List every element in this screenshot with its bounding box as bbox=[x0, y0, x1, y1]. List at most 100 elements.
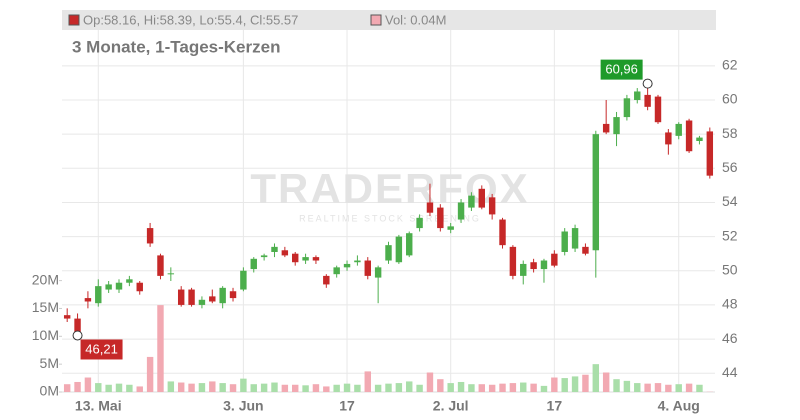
candle-body bbox=[209, 296, 216, 302]
candle-body bbox=[374, 267, 382, 278]
candle-body bbox=[634, 91, 641, 101]
candle-body bbox=[685, 120, 693, 152]
high-label-box bbox=[600, 59, 643, 80]
candle-body bbox=[343, 263, 351, 268]
volume-bar bbox=[136, 386, 143, 392]
y-tick-label: 44 bbox=[722, 364, 738, 380]
volume-bar bbox=[271, 382, 278, 392]
candle-body bbox=[281, 250, 289, 256]
candle-body bbox=[426, 202, 434, 213]
y-tick-label: 56 bbox=[722, 159, 738, 175]
candle-body bbox=[312, 257, 320, 261]
volume-bar bbox=[354, 384, 361, 392]
volume-bar bbox=[530, 383, 537, 392]
volume-bar bbox=[447, 383, 454, 392]
candle-body bbox=[177, 289, 185, 305]
candle-body bbox=[323, 275, 330, 285]
volume-bar bbox=[395, 383, 403, 392]
watermark-subtitle: REALTIME STOCK SCREENING bbox=[299, 213, 481, 223]
candle-body bbox=[437, 207, 444, 229]
volume-bar bbox=[634, 383, 641, 392]
y-tick-label: 62 bbox=[722, 57, 738, 73]
volume-bar bbox=[333, 384, 340, 392]
high-label: 60,96 bbox=[605, 62, 638, 77]
volume-legend: Vol: 0.04M bbox=[385, 12, 446, 27]
candle-body bbox=[84, 298, 92, 302]
candle-body bbox=[509, 246, 517, 276]
legend-bar bbox=[62, 10, 716, 30]
volume-bar bbox=[416, 384, 423, 392]
candle-body bbox=[447, 226, 454, 230]
high-marker bbox=[642, 78, 653, 89]
volume-bar bbox=[665, 384, 672, 392]
volume-bar bbox=[437, 379, 444, 392]
volume-bar bbox=[302, 385, 309, 392]
candle-body bbox=[457, 202, 465, 220]
volume-bar bbox=[364, 371, 371, 392]
x-tick-label: 3. Jun bbox=[223, 398, 263, 414]
volume-bar bbox=[281, 384, 289, 392]
candle-body bbox=[167, 273, 175, 275]
volume-bar bbox=[582, 374, 589, 392]
volume-bar bbox=[323, 386, 330, 392]
volume-bar bbox=[696, 384, 703, 392]
volume-bar bbox=[385, 383, 392, 392]
y2-tick-label: 20M bbox=[32, 271, 59, 287]
volume-bar bbox=[105, 384, 112, 392]
candle-body bbox=[146, 228, 154, 244]
candle-body bbox=[395, 236, 403, 263]
y-tick-label: 52 bbox=[722, 227, 738, 243]
volume-bar bbox=[457, 381, 465, 392]
candle-body bbox=[520, 263, 527, 276]
volume-bar bbox=[115, 383, 123, 392]
candle-body bbox=[488, 197, 496, 215]
candle-body bbox=[364, 260, 371, 276]
volume-bar bbox=[167, 381, 175, 392]
y-tick-label: 58 bbox=[722, 125, 738, 141]
candle-body bbox=[302, 257, 309, 261]
candle-body bbox=[675, 123, 682, 136]
watermark: TRADERFOX bbox=[250, 165, 529, 212]
volume-bar bbox=[63, 384, 71, 392]
candle-body bbox=[126, 279, 133, 283]
candle-body bbox=[63, 315, 71, 319]
volume-bar bbox=[592, 364, 600, 392]
volume-bar bbox=[406, 381, 413, 392]
volume-bar bbox=[613, 379, 620, 392]
x-tick-label: 13. Mai bbox=[75, 398, 122, 414]
volume-bar bbox=[240, 378, 247, 392]
y-tick-label: 60 bbox=[722, 91, 738, 107]
candle-body bbox=[478, 188, 485, 208]
low-label: 46,21 bbox=[85, 341, 118, 356]
candle-body bbox=[623, 98, 631, 118]
candle-body bbox=[561, 231, 568, 252]
candle-body bbox=[571, 228, 579, 249]
volume-bar bbox=[374, 384, 382, 392]
ohlc-legend: Op:58.16, Hi:58.39, Lo:55.4, Cl:55.57 bbox=[83, 12, 298, 27]
volume-bar bbox=[685, 383, 693, 392]
volume-bar bbox=[74, 381, 81, 392]
volume-bar bbox=[312, 384, 320, 392]
candle-body bbox=[115, 282, 123, 290]
low-marker bbox=[72, 330, 83, 341]
candle-body bbox=[696, 137, 703, 141]
volume-bar bbox=[520, 382, 527, 392]
y2-tick-label: 0M bbox=[40, 383, 59, 399]
volume-bar bbox=[509, 383, 517, 392]
candle-body bbox=[198, 299, 206, 305]
candle-body bbox=[540, 260, 548, 270]
candle-body bbox=[416, 217, 423, 229]
volume-bar bbox=[84, 377, 92, 392]
volume-bar bbox=[219, 383, 226, 392]
candle-body bbox=[95, 286, 102, 304]
x-tick-label: 2. Jul bbox=[433, 398, 469, 414]
y-tick-label: 46 bbox=[722, 330, 738, 346]
y-tick-label: 48 bbox=[722, 296, 738, 312]
candle-body bbox=[240, 270, 247, 290]
subtitle: 3 Monate, 1-Tages-Kerzen bbox=[72, 37, 280, 56]
candle-body bbox=[136, 282, 143, 292]
volume-bar bbox=[229, 384, 237, 392]
candle-body bbox=[105, 284, 112, 290]
volume-bar bbox=[499, 383, 506, 392]
